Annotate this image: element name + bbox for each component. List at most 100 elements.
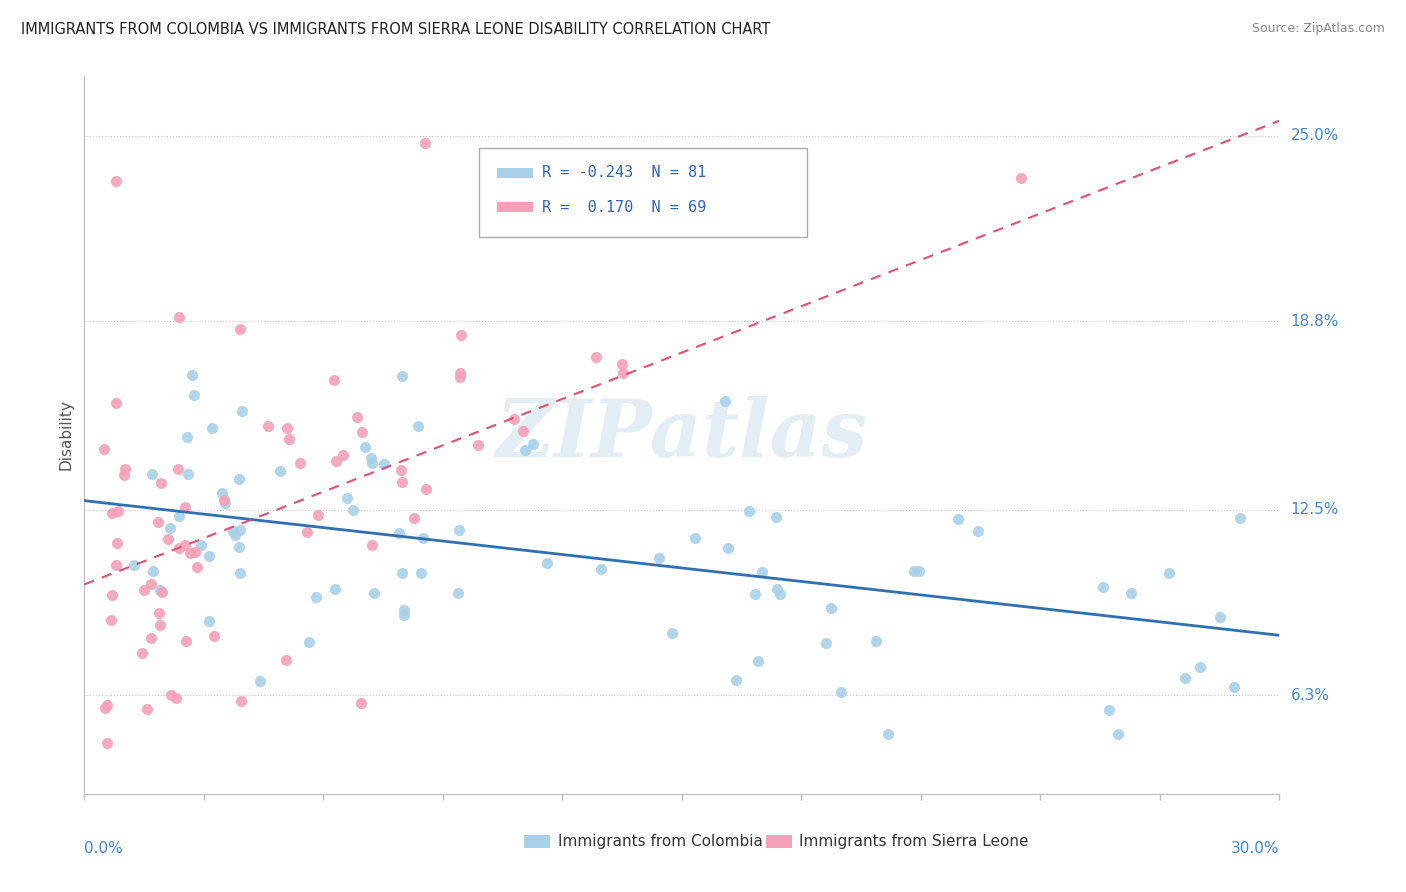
Point: [228, 566, 250, 580]
Point: [1119, 586, 1142, 600]
Point: [467, 438, 489, 452]
Point: [122, 558, 145, 572]
Point: [201, 421, 224, 435]
Point: [276, 421, 298, 435]
Text: 0.0%: 0.0%: [84, 840, 124, 855]
Point: [173, 538, 195, 552]
Point: [766, 582, 789, 596]
Point: [392, 608, 415, 623]
Point: [446, 585, 468, 599]
Point: [325, 454, 347, 468]
Point: [830, 685, 852, 699]
Point: [744, 587, 766, 601]
Point: [274, 653, 297, 667]
Point: [865, 634, 887, 648]
Point: [180, 368, 202, 382]
Point: [513, 443, 536, 458]
Text: Immigrants from Sierra Leone: Immigrants from Sierra Leone: [799, 834, 1029, 849]
Point: [967, 524, 990, 538]
Point: [100, 613, 122, 627]
Point: [93, 442, 115, 456]
Point: [648, 550, 671, 565]
Text: 30.0%: 30.0%: [1232, 840, 1279, 855]
Text: Source: ZipAtlas.com: Source: ZipAtlas.com: [1251, 22, 1385, 36]
Point: [612, 366, 634, 380]
Point: [346, 409, 368, 424]
Y-axis label: Disability: Disability: [58, 400, 73, 470]
Point: [249, 673, 271, 688]
Point: [820, 601, 842, 615]
Point: [101, 506, 124, 520]
Point: [404, 511, 426, 525]
Point: [135, 701, 157, 715]
Point: [174, 500, 197, 514]
Point: [751, 566, 773, 580]
Point: [229, 523, 252, 537]
Point: [105, 558, 128, 572]
Point: [228, 472, 250, 486]
Point: [148, 607, 170, 621]
Point: [350, 425, 373, 439]
Point: [114, 461, 136, 475]
Point: [876, 727, 898, 741]
Point: [96, 698, 118, 713]
Point: [391, 368, 413, 383]
Point: [229, 694, 252, 708]
Point: [685, 531, 707, 545]
Point: [342, 503, 364, 517]
Point: [94, 701, 117, 715]
Point: [725, 673, 748, 687]
Point: [105, 173, 128, 187]
Point: [231, 403, 253, 417]
Point: [202, 630, 225, 644]
Point: [363, 586, 385, 600]
Point: [224, 528, 246, 542]
Point: [198, 549, 221, 564]
Point: [738, 504, 761, 518]
Point: [174, 634, 197, 648]
Text: R =  0.170  N = 69: R = 0.170 N = 69: [543, 200, 706, 215]
Point: [141, 577, 163, 591]
Point: [141, 467, 163, 481]
Point: [406, 419, 429, 434]
Point: [198, 615, 221, 629]
Point: [101, 588, 124, 602]
Point: [183, 387, 205, 401]
Point: [96, 736, 118, 750]
Point: [450, 328, 472, 343]
Point: [229, 322, 252, 336]
Point: [388, 525, 411, 540]
Point: [908, 564, 931, 578]
Point: [1091, 581, 1114, 595]
Point: [714, 394, 737, 409]
Point: [131, 646, 153, 660]
Point: [1159, 566, 1181, 580]
Point: [149, 582, 172, 597]
Point: [107, 504, 129, 518]
Point: [305, 590, 328, 604]
Point: [361, 537, 384, 551]
Point: [585, 350, 607, 364]
Point: [661, 626, 683, 640]
Point: [332, 448, 354, 462]
Point: [105, 535, 128, 549]
Point: [160, 688, 183, 702]
Point: [391, 475, 413, 489]
FancyBboxPatch shape: [496, 202, 533, 212]
Point: [361, 457, 384, 471]
Point: [765, 510, 787, 524]
Point: [589, 562, 612, 576]
Point: [449, 370, 471, 384]
Point: [391, 566, 413, 581]
Point: [612, 357, 634, 371]
Point: [1098, 703, 1121, 717]
Point: [165, 690, 187, 705]
Text: Immigrants from Colombia: Immigrants from Colombia: [558, 834, 762, 849]
Point: [373, 457, 395, 471]
Point: [948, 512, 970, 526]
Point: [1223, 680, 1246, 694]
Point: [186, 559, 208, 574]
Point: [211, 486, 233, 500]
Point: [150, 585, 173, 599]
Point: [449, 523, 471, 537]
